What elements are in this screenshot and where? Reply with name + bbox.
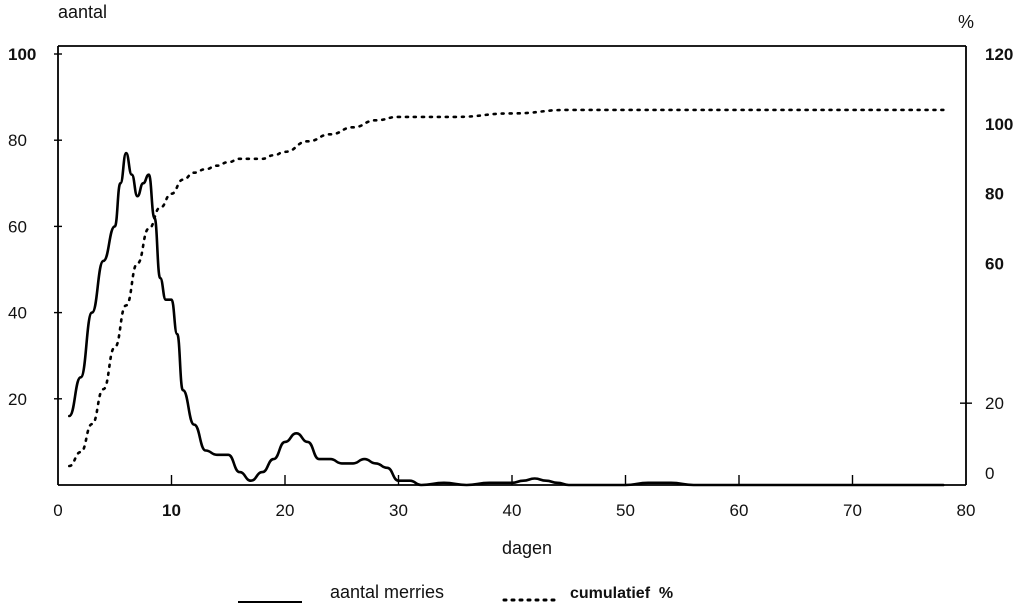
y-right-tick-label: 60 bbox=[985, 255, 1004, 274]
y-left-ticks: 20 40 60 80 100 bbox=[8, 45, 62, 409]
x-tick-label: 50 bbox=[616, 501, 635, 520]
x-tick-label: 20 bbox=[276, 501, 295, 520]
series-count-line bbox=[68, 151, 945, 487]
y-axis-left-title: aantal bbox=[58, 2, 107, 22]
y-right-tick-label: 0 bbox=[985, 464, 994, 483]
legend: aantal merries cumulatief % bbox=[238, 582, 673, 603]
y-left-tick-label: 80 bbox=[8, 131, 27, 150]
x-axis-title: dagen bbox=[502, 538, 552, 558]
y-left-tick-label: 60 bbox=[8, 217, 27, 236]
x-tick-label: 30 bbox=[389, 501, 408, 520]
x-tick-label: 0 bbox=[53, 501, 62, 520]
y-axis-right-title: % bbox=[958, 12, 974, 32]
x-tick-label: 60 bbox=[730, 501, 749, 520]
y-left-tick-label: 40 bbox=[8, 304, 27, 323]
y-left-tick-label: 20 bbox=[8, 390, 27, 409]
x-tick-label: 40 bbox=[503, 501, 522, 520]
plot-frame bbox=[57, 45, 967, 486]
x-tick-label: 80 bbox=[957, 501, 976, 520]
y-right-ticks: 0 20 60 80 100 120 bbox=[960, 45, 1013, 483]
series-cumulative-line bbox=[68, 108, 945, 468]
y-right-tick-label: 120 bbox=[985, 45, 1013, 64]
legend-label-cumulative: cumulatief % bbox=[570, 585, 673, 602]
y-left-tick-label: 100 bbox=[8, 45, 36, 64]
y-right-tick-label: 80 bbox=[985, 185, 1004, 204]
legend-label-count: aantal merries bbox=[330, 582, 444, 602]
x-tick-label: 10 bbox=[162, 501, 181, 520]
y-right-tick-label: 100 bbox=[985, 115, 1013, 134]
series-layer bbox=[68, 108, 945, 487]
x-tick-label: 70 bbox=[843, 501, 862, 520]
y-right-tick-label: 20 bbox=[985, 394, 1004, 413]
